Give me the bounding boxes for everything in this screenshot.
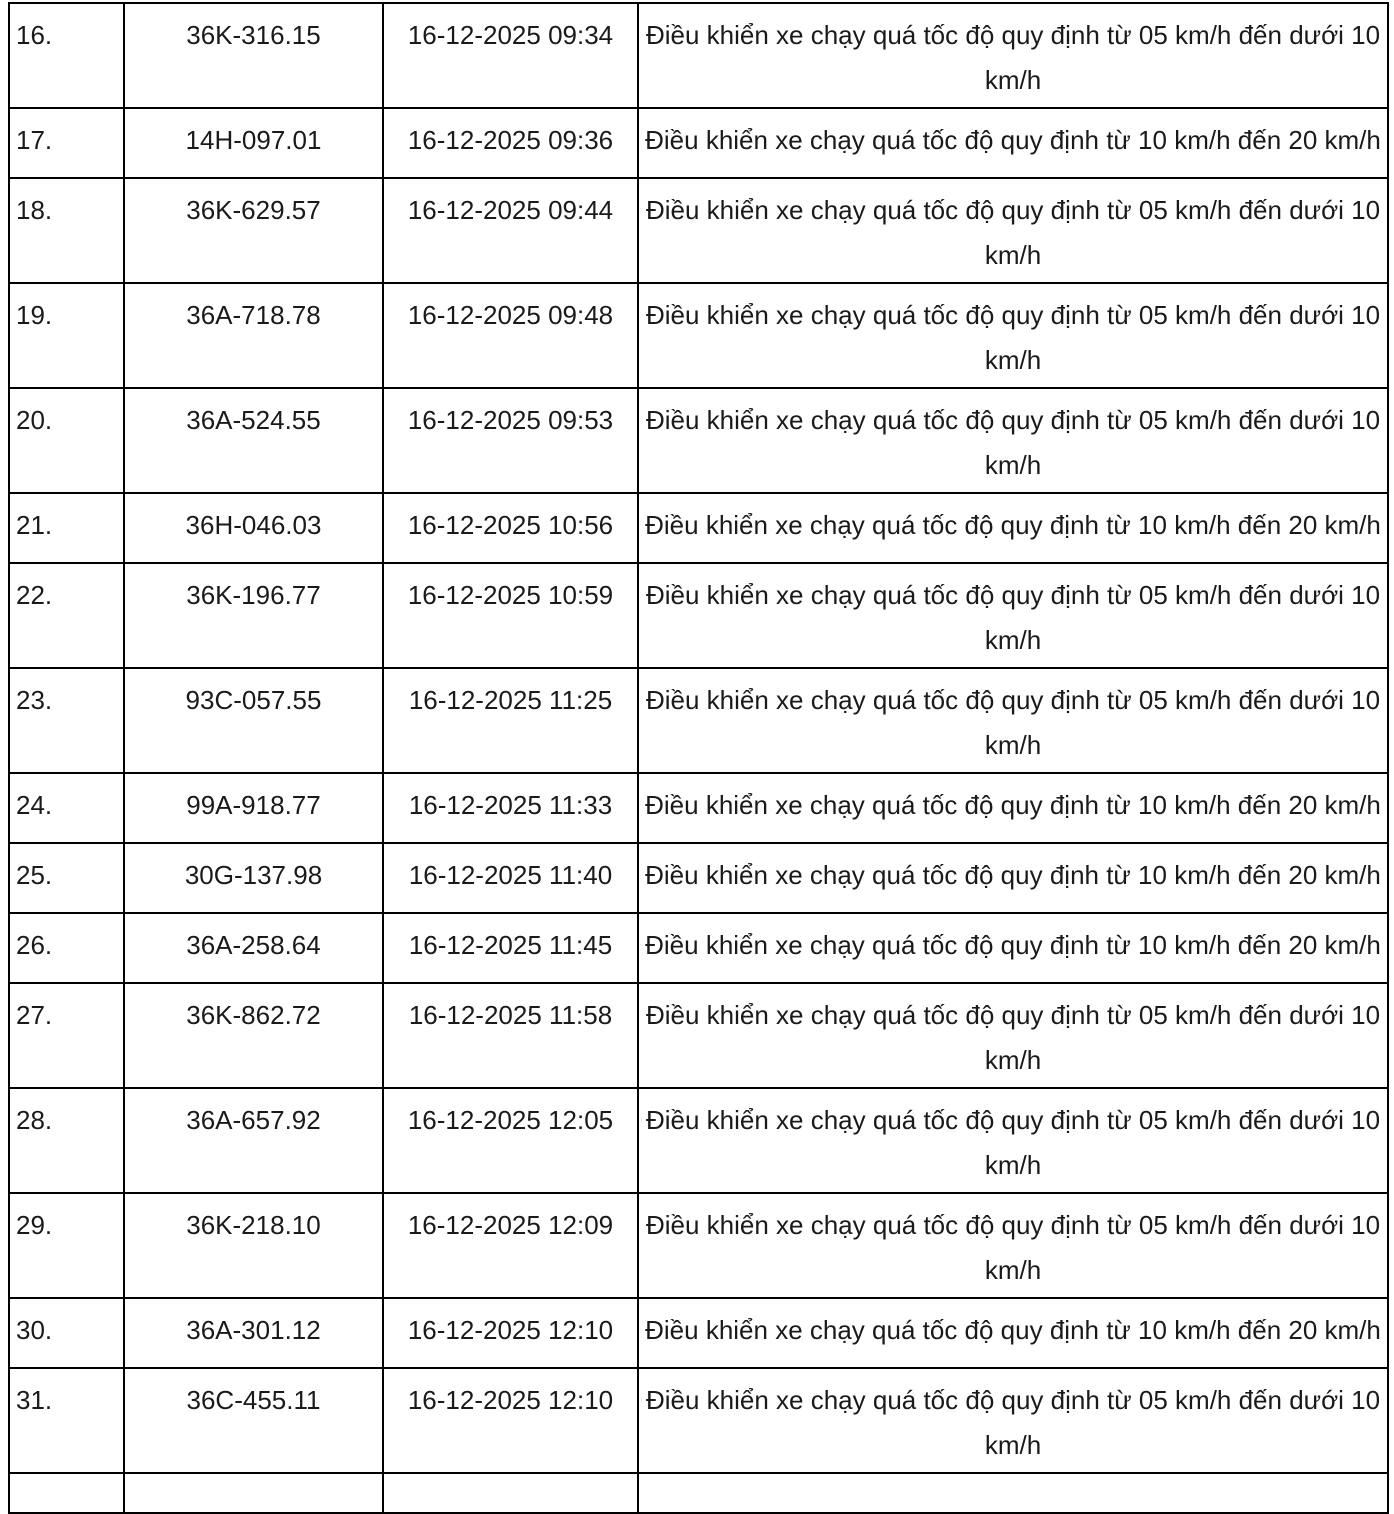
row-index: 19. xyxy=(8,282,125,389)
table-row: 16. 36K-316.15 16-12-2025 09:34 Điều khi… xyxy=(8,2,1389,109)
violation-description xyxy=(637,1472,1389,1514)
violation-datetime: 16-12-2025 09:34 xyxy=(382,2,639,109)
row-index: 17. xyxy=(8,107,125,179)
violation-description: Điều khiển xe chạy quá tốc độ quy định t… xyxy=(637,177,1389,284)
violations-table-body: 16. 36K-316.15 16-12-2025 09:34 Điều khi… xyxy=(8,2,1389,1514)
violation-description: Điều khiển xe chạy quá tốc độ quy định t… xyxy=(637,912,1389,984)
row-index: 27. xyxy=(8,982,125,1089)
license-plate: 36K-862.72 xyxy=(123,982,384,1089)
license-plate: 36A-524.55 xyxy=(123,387,384,494)
violation-datetime: 16-12-2025 09:53 xyxy=(382,387,639,494)
table-row: 28. 36A-657.92 16-12-2025 12:05 Điều khi… xyxy=(8,1087,1389,1194)
violation-description: Điều khiển xe chạy quá tốc độ quy định t… xyxy=(637,1367,1389,1474)
violation-datetime: 16-12-2025 12:05 xyxy=(382,1087,639,1194)
table-row: 24. 99A-918.77 16-12-2025 11:33 Điều khi… xyxy=(8,772,1389,844)
violation-description: Điều khiển xe chạy quá tốc độ quy định t… xyxy=(637,1087,1389,1194)
violation-description: Điều khiển xe chạy quá tốc độ quy định t… xyxy=(637,492,1389,564)
table-row: 25. 30G-137.98 16-12-2025 11:40 Điều khi… xyxy=(8,842,1389,914)
table-row: 19. 36A-718.78 16-12-2025 09:48 Điều khi… xyxy=(8,282,1389,389)
license-plate: 36A-258.64 xyxy=(123,912,384,984)
row-index: 24. xyxy=(8,772,125,844)
license-plate: 36A-301.12 xyxy=(123,1297,384,1369)
violation-datetime: 16-12-2025 11:45 xyxy=(382,912,639,984)
violation-description: Điều khiển xe chạy quá tốc độ quy định t… xyxy=(637,1192,1389,1299)
table-row: 31. 36C-455.11 16-12-2025 12:10 Điều khi… xyxy=(8,1367,1389,1474)
table-row: 21. 36H-046.03 16-12-2025 10:56 Điều khi… xyxy=(8,492,1389,564)
row-index xyxy=(8,1472,125,1514)
table-row: 27. 36K-862.72 16-12-2025 11:58 Điều khi… xyxy=(8,982,1389,1089)
violation-datetime: 16-12-2025 12:10 xyxy=(382,1297,639,1369)
license-plate: 93C-057.55 xyxy=(123,667,384,774)
row-index: 29. xyxy=(8,1192,125,1299)
license-plate: 36H-046.03 xyxy=(123,492,384,564)
license-plate: 36K-629.57 xyxy=(123,177,384,284)
table-row: 18. 36K-629.57 16-12-2025 09:44 Điều khi… xyxy=(8,177,1389,284)
row-index: 26. xyxy=(8,912,125,984)
table-row: 26. 36A-258.64 16-12-2025 11:45 Điều khi… xyxy=(8,912,1389,984)
row-index: 20. xyxy=(8,387,125,494)
violation-description: Điều khiển xe chạy quá tốc độ quy định t… xyxy=(637,982,1389,1089)
row-index: 31. xyxy=(8,1367,125,1474)
violation-description: Điều khiển xe chạy quá tốc độ quy định t… xyxy=(637,562,1389,669)
traffic-violations-table: 16. 36K-316.15 16-12-2025 09:34 Điều khi… xyxy=(8,2,1389,1514)
license-plate: 36C-455.11 xyxy=(123,1367,384,1474)
violation-datetime: 16-12-2025 10:59 xyxy=(382,562,639,669)
license-plate xyxy=(123,1472,384,1514)
violation-description: Điều khiển xe chạy quá tốc độ quy định t… xyxy=(637,107,1389,179)
violation-datetime: 16-12-2025 12:10 xyxy=(382,1367,639,1474)
violation-description: Điều khiển xe chạy quá tốc độ quy định t… xyxy=(637,282,1389,389)
license-plate: 99A-918.77 xyxy=(123,772,384,844)
table-row: 29. 36K-218.10 16-12-2025 12:09 Điều khi… xyxy=(8,1192,1389,1299)
row-index: 30. xyxy=(8,1297,125,1369)
violation-datetime: 16-12-2025 09:48 xyxy=(382,282,639,389)
row-index: 23. xyxy=(8,667,125,774)
violation-description: Điều khiển xe chạy quá tốc độ quy định t… xyxy=(637,842,1389,914)
table-row xyxy=(8,1472,1389,1514)
license-plate: 36K-218.10 xyxy=(123,1192,384,1299)
row-index: 25. xyxy=(8,842,125,914)
license-plate: 30G-137.98 xyxy=(123,842,384,914)
violation-datetime: 16-12-2025 11:25 xyxy=(382,667,639,774)
violation-datetime: 16-12-2025 11:33 xyxy=(382,772,639,844)
table-row: 17. 14H-097.01 16-12-2025 09:36 Điều khi… xyxy=(8,107,1389,179)
violation-datetime: 16-12-2025 10:56 xyxy=(382,492,639,564)
violation-description: Điều khiển xe chạy quá tốc độ quy định t… xyxy=(637,387,1389,494)
row-index: 28. xyxy=(8,1087,125,1194)
violation-datetime: 16-12-2025 11:40 xyxy=(382,842,639,914)
violation-datetime: 16-12-2025 12:09 xyxy=(382,1192,639,1299)
license-plate: 36A-657.92 xyxy=(123,1087,384,1194)
table-row: 23. 93C-057.55 16-12-2025 11:25 Điều khi… xyxy=(8,667,1389,774)
license-plate: 14H-097.01 xyxy=(123,107,384,179)
violation-description: Điều khiển xe chạy quá tốc độ quy định t… xyxy=(637,2,1389,109)
violation-datetime: 16-12-2025 11:58 xyxy=(382,982,639,1089)
row-index: 16. xyxy=(8,2,125,109)
row-index: 22. xyxy=(8,562,125,669)
license-plate: 36K-316.15 xyxy=(123,2,384,109)
violation-description: Điều khiển xe chạy quá tốc độ quy định t… xyxy=(637,772,1389,844)
violation-datetime: 16-12-2025 09:36 xyxy=(382,107,639,179)
violation-description: Điều khiển xe chạy quá tốc độ quy định t… xyxy=(637,1297,1389,1369)
table-row: 30. 36A-301.12 16-12-2025 12:10 Điều khi… xyxy=(8,1297,1389,1369)
license-plate: 36A-718.78 xyxy=(123,282,384,389)
row-index: 18. xyxy=(8,177,125,284)
row-index: 21. xyxy=(8,492,125,564)
violation-datetime xyxy=(382,1472,639,1514)
table-row: 20. 36A-524.55 16-12-2025 09:53 Điều khi… xyxy=(8,387,1389,494)
violation-datetime: 16-12-2025 09:44 xyxy=(382,177,639,284)
violation-description: Điều khiển xe chạy quá tốc độ quy định t… xyxy=(637,667,1389,774)
license-plate: 36K-196.77 xyxy=(123,562,384,669)
table-row: 22. 36K-196.77 16-12-2025 10:59 Điều khi… xyxy=(8,562,1389,669)
